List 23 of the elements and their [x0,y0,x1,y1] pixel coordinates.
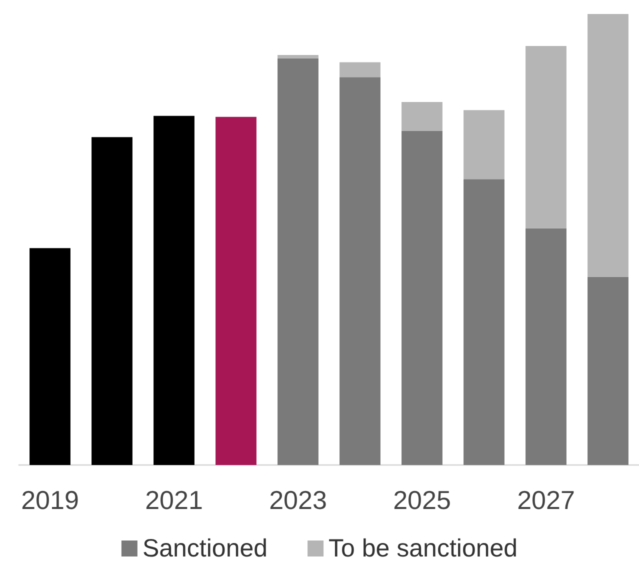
bar [526,228,566,465]
bar [154,116,194,465]
bar [30,248,70,465]
legend-label: Sanctioned [142,534,268,562]
bar [402,130,442,465]
bar [340,77,380,465]
bar [340,62,380,78]
bar [92,137,132,465]
bar [278,55,318,58]
bar [464,110,504,180]
x-tick-label: 2021 [145,485,203,515]
x-tick-label: 2019 [21,485,79,515]
bar [588,276,628,465]
bar [216,116,256,465]
bar [526,46,566,228]
bar [464,179,504,465]
x-tick-label: 2023 [269,485,327,515]
bar [588,14,628,277]
bar [278,58,318,465]
legend-label: To be sanctioned [328,534,518,562]
x-tick-label: 2027 [517,485,575,515]
bar [402,102,442,131]
x-tick-label: 2025 [393,485,451,515]
